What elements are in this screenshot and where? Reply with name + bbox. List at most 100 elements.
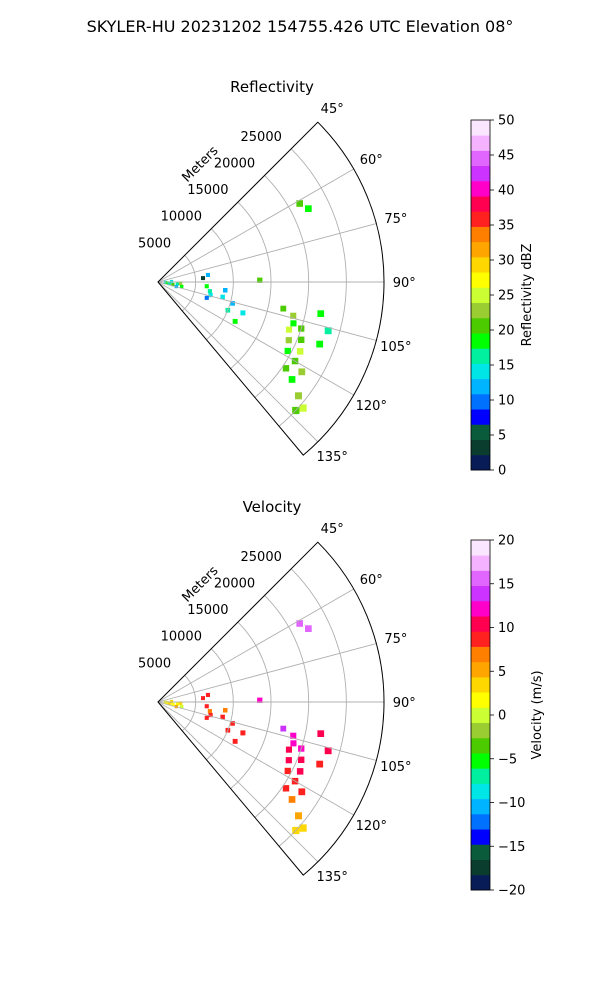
range-tick-label: 10000: [161, 210, 202, 225]
colorbar-tick-label: −10: [498, 796, 525, 811]
echo-cell: [208, 713, 213, 718]
velocity-ppi: 45° 60° 75° 90° 105° 120° 135° 5000 10000 15000 20…: [138, 522, 416, 885]
echo-cell: [298, 336, 305, 343]
velocity-colorbar: −20 −15 −10 −5 0 5 10 15 20: [470, 534, 525, 899]
azimuth-tick-label: 135°: [317, 870, 348, 885]
echo-cell: [288, 376, 296, 383]
echo-cell: [284, 767, 291, 775]
colorbar-tick-label: 25: [498, 289, 515, 304]
echo-cell: [316, 760, 324, 768]
azimuth-gridline: [157, 281, 354, 396]
echo-cell: [178, 281, 183, 285]
echo-cell: [282, 785, 290, 792]
echo-cell: [282, 365, 290, 372]
colorbar-tick-label: 5: [498, 665, 506, 680]
echo-cell: [220, 714, 225, 720]
colorbar-segment: [471, 707, 490, 724]
echo-cell: [208, 293, 213, 298]
azimuth-gridline: [157, 281, 319, 443]
range-tick-label: 20000: [214, 157, 255, 172]
azimuth-gridline: [157, 643, 377, 703]
colorbar-tick-label: 50: [498, 114, 515, 129]
azimuth-gridline: [157, 588, 354, 703]
colorbar-segment: [471, 692, 490, 708]
echo-cell: [290, 740, 297, 747]
echo-cell: [167, 701, 171, 706]
echo-cell: [316, 340, 324, 348]
colorbar-segment: [471, 768, 490, 784]
echo-cell: [285, 337, 292, 344]
colorbar-segment: [471, 646, 490, 663]
colorbar-segment: [471, 661, 490, 678]
range-tick-label: 15000: [187, 183, 228, 198]
colorbar-segment: [471, 424, 490, 440]
echo-cell: [295, 812, 302, 820]
echo-cell: [223, 708, 228, 713]
colorbar-segment: [471, 135, 490, 151]
colorbar-segment: [471, 120, 490, 136]
range-ring: [230, 201, 272, 369]
echo-cell: [205, 272, 210, 277]
range-ring: [206, 228, 234, 341]
echo-cell: [201, 276, 205, 281]
colorbar-segment: [471, 241, 490, 258]
echo-cell: [240, 310, 246, 316]
colorbar-segment: [471, 256, 490, 273]
echo-cell: [299, 824, 307, 832]
range-ring: [278, 568, 347, 847]
colorbar-segment: [471, 363, 490, 380]
sector-outline: [157, 541, 385, 876]
azimuth-gridline: [157, 701, 319, 863]
echo-cell: [201, 696, 205, 701]
colorbar-tick-label: 30: [498, 254, 515, 269]
colorbar-segment: [471, 813, 490, 830]
colorbar-segment: [471, 226, 490, 243]
echo-cell: [324, 747, 332, 755]
colorbar-tick-label: 0: [498, 709, 506, 724]
colorbar-segment: [471, 585, 490, 602]
colorbar-segment: [471, 616, 490, 632]
reflectivity-panel: Reflectivity 45°60°75°90°105°120°135°500…: [138, 78, 535, 479]
azimuth-tick-label: 45°: [321, 102, 344, 117]
colorbar-segment: [471, 333, 490, 349]
echo-cell: [257, 277, 263, 283]
colorbar-segment: [471, 859, 490, 876]
colorbar-tick-label: 45: [498, 149, 515, 164]
echo-cell: [165, 701, 169, 705]
colorbar-segment: [471, 393, 490, 410]
range-tick-label: 25000: [241, 130, 282, 145]
echo-cell: [280, 725, 287, 732]
range-tick-label: 10000: [161, 630, 202, 645]
colorbar-tick-label: 10: [498, 394, 515, 409]
echo-cell: [179, 704, 184, 709]
colorbar-tick-label: 35: [498, 219, 515, 234]
echo-cell: [204, 704, 209, 709]
echo-cell: [204, 715, 209, 720]
colorbar-tick-label: 20: [498, 324, 515, 339]
reflectivity-colorbar-label: Reflectivity dBZ: [520, 244, 535, 347]
echo-cell: [171, 702, 175, 707]
azimuth-tick-label: 90°: [393, 276, 416, 291]
echo-cell: [175, 282, 180, 286]
range-ring: [254, 595, 310, 818]
colorbar-segment: [471, 676, 490, 693]
azimuth-tick-label: 105°: [380, 340, 411, 355]
echo-cell: [298, 368, 306, 376]
range-ring: [230, 621, 272, 789]
echo-cell: [280, 305, 287, 312]
colorbar-segment: [471, 287, 490, 304]
velocity-panel: Velocity 45°60°75°90°105°120°135°5000100…: [138, 498, 545, 899]
azimuth-gridline: [157, 701, 377, 761]
azimuth-tick-label: 45°: [321, 522, 344, 537]
colorbar-segment: [471, 631, 490, 647]
velocity-title: Velocity: [243, 498, 302, 516]
echo-cell: [171, 282, 175, 287]
echo-cell: [178, 701, 183, 705]
colorbar-segment: [471, 272, 490, 288]
echo-cell: [305, 205, 312, 212]
range-ring: [181, 675, 197, 732]
echo-cell: [207, 289, 212, 294]
echo-cell: [167, 281, 171, 286]
colorbar-segment: [471, 570, 490, 587]
colorbar-segment: [471, 829, 490, 845]
